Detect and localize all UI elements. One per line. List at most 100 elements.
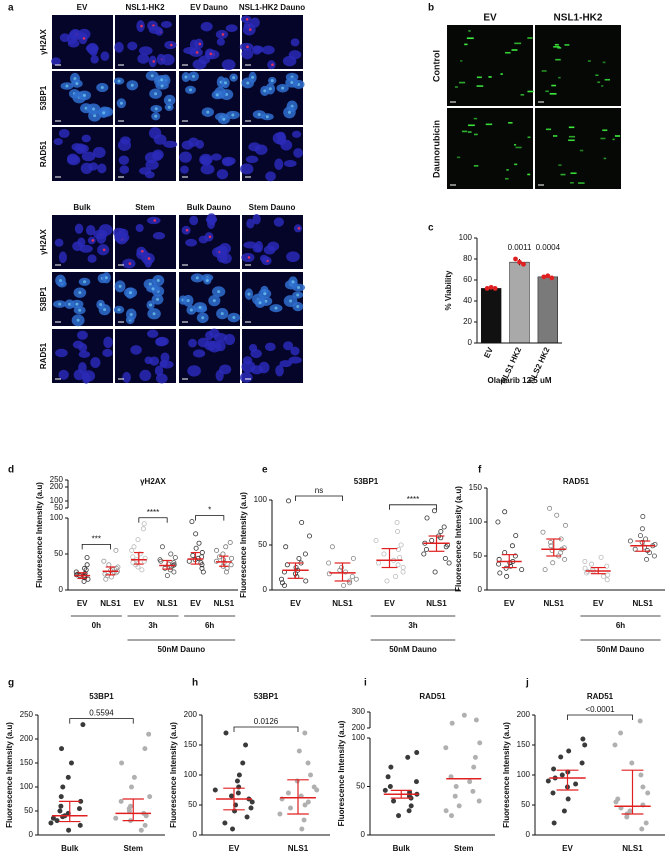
- focus: [215, 93, 219, 97]
- focus: [257, 112, 261, 116]
- comet: [558, 76, 561, 79]
- nucleus: [254, 240, 264, 253]
- nucleus: [144, 171, 155, 179]
- focus: [297, 227, 301, 230]
- data-point: [142, 822, 148, 828]
- focus: [78, 291, 82, 295]
- data-point: [637, 533, 643, 539]
- focus: [141, 249, 144, 253]
- data-point: [632, 546, 638, 552]
- nucleus: [137, 53, 150, 64]
- focus: [119, 101, 123, 105]
- comet: [549, 93, 557, 95]
- data-point: [432, 569, 438, 575]
- y-tick-label: 50: [24, 806, 33, 815]
- y-tick-label: 200: [20, 734, 34, 743]
- data-point: [545, 273, 551, 279]
- nucleus: [163, 140, 178, 148]
- data-point: [540, 529, 546, 535]
- data-point: [76, 806, 82, 812]
- nucleus: [87, 254, 97, 263]
- comet: [500, 73, 503, 75]
- focus: [220, 312, 224, 316]
- data-point: [141, 521, 147, 527]
- comet: [488, 76, 492, 78]
- y-tick-label: 150: [20, 758, 34, 767]
- nucleus: [160, 20, 172, 28]
- data-point: [393, 574, 399, 580]
- data-point: [168, 551, 174, 557]
- nucleus: [243, 241, 258, 249]
- data-point: [115, 564, 121, 570]
- focus: [102, 248, 106, 252]
- data-point: [82, 565, 88, 571]
- annotation: 0.0004: [536, 243, 561, 252]
- comet: [568, 135, 576, 138]
- nucleus: [85, 224, 96, 236]
- data-point: [223, 544, 229, 550]
- data-point: [470, 788, 476, 794]
- comet: [505, 51, 511, 54]
- data-point: [615, 796, 621, 802]
- focus: [232, 76, 236, 80]
- micrograph: [447, 108, 533, 189]
- row-header: γH2AX: [39, 28, 48, 54]
- data-point: [639, 526, 645, 532]
- chart-title: 53BP1: [254, 692, 279, 701]
- data-point: [554, 512, 560, 518]
- data-point: [220, 551, 226, 557]
- data-point: [397, 555, 403, 561]
- data-point: [65, 774, 71, 780]
- comet: [473, 133, 478, 136]
- panel-label: i: [364, 678, 367, 689]
- nucleus: [155, 336, 169, 347]
- y-tick-label: 100: [254, 495, 268, 504]
- nucleus: [121, 233, 130, 242]
- nucleus: [216, 169, 229, 180]
- data-point: [223, 730, 229, 736]
- y-tick-label: 20: [463, 317, 472, 326]
- nucleus: [200, 21, 213, 32]
- comet: [520, 94, 525, 96]
- data-point: [236, 772, 242, 778]
- column-header: EV Dauno: [190, 3, 228, 12]
- nucleus: [138, 46, 153, 56]
- focus: [140, 24, 143, 28]
- row-header: Daunorubicin: [431, 120, 441, 178]
- micrograph: [535, 25, 621, 106]
- data-point: [196, 540, 202, 546]
- data-point: [456, 803, 462, 809]
- focus: [189, 308, 193, 312]
- focus: [208, 235, 212, 239]
- focus: [152, 312, 156, 316]
- data-point: [398, 542, 404, 548]
- nucleus: [216, 38, 225, 46]
- focus: [92, 107, 96, 111]
- focus: [170, 43, 173, 47]
- column-header: NSL1-HK2: [125, 3, 165, 12]
- focus: [287, 110, 291, 114]
- focus: [281, 86, 285, 90]
- data-point: [302, 730, 308, 736]
- data-point: [503, 565, 509, 571]
- data-point: [373, 538, 379, 544]
- nucleus: [290, 38, 300, 47]
- nucleus: [154, 365, 164, 377]
- focus: [263, 292, 267, 296]
- data-point: [130, 554, 136, 560]
- group-label: 6h: [205, 621, 214, 630]
- x-tick-label: EV: [384, 599, 395, 608]
- nucleus: [145, 159, 159, 170]
- data-point: [413, 779, 419, 785]
- data-point: [400, 565, 406, 571]
- nucleus: [292, 130, 302, 138]
- data-point: [395, 529, 401, 535]
- x-tick-label: Stem: [123, 844, 143, 853]
- nucleus: [283, 160, 297, 168]
- y-tick-label: 50: [356, 782, 365, 791]
- focus: [104, 276, 108, 280]
- x-tick-label: NLS1: [157, 599, 178, 608]
- data-point: [329, 544, 335, 550]
- nucleus: [98, 224, 113, 236]
- data-point: [512, 553, 518, 559]
